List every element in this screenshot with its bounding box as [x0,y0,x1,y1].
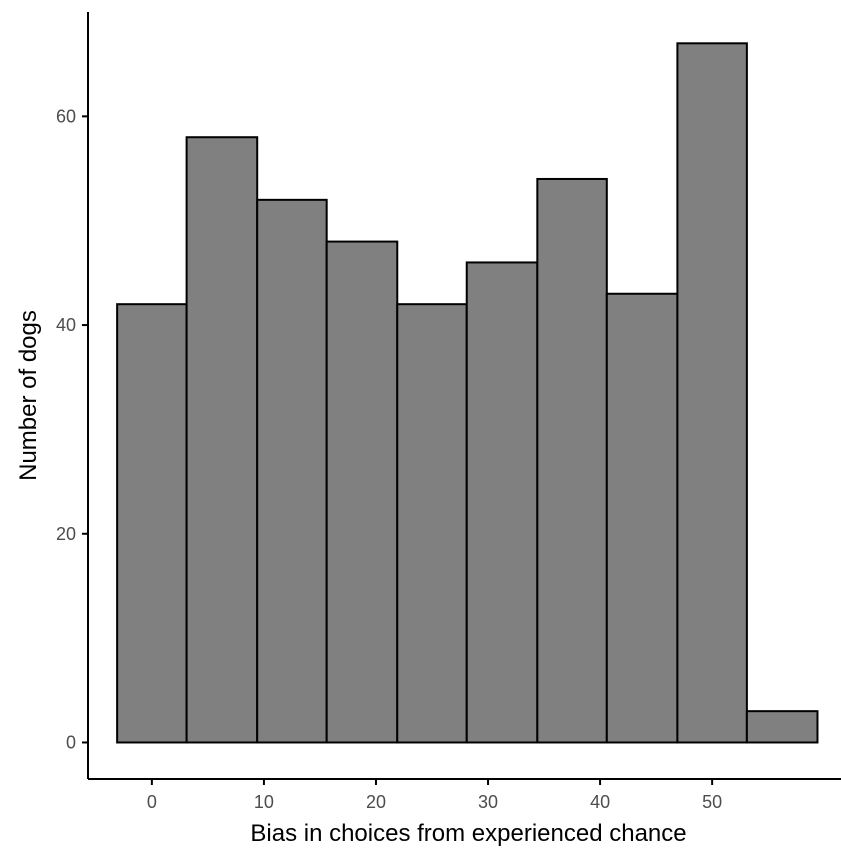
histogram-bar-6 [536,177,608,744]
histogram-bar-7 [605,292,679,744]
histogram-bar-0 [116,303,188,744]
y-ticks-group: 0 20 40 60 [56,106,88,752]
x-ticks-group: 0 10 20 30 40 50 [147,779,722,812]
histogram-bar-9 [745,710,819,744]
x-tick-label-50: 50 [702,792,722,812]
x-axis-title: Bias in choices from experienced chance [250,820,686,847]
y-axis-title: Number of dogs [15,310,42,481]
histogram-bar-8 [676,42,748,744]
histogram-bar-2 [256,198,328,744]
y-tick-label-0: 0 [66,732,76,752]
x-tick-label-20: 20 [366,792,386,812]
y-tick-label-20: 20 [56,524,76,544]
x-tick-label-40: 40 [590,792,610,812]
bars-group [116,42,819,744]
y-tick-label-40: 40 [56,315,76,335]
y-tick-label-60: 60 [56,106,76,126]
x-tick-label-0: 0 [147,792,157,812]
histogram-bar-1 [185,136,259,744]
histogram-bar-4 [396,303,468,744]
x-tick-label-10: 10 [254,792,274,812]
histogram-bar-5 [465,261,539,744]
x-tick-label-30: 30 [478,792,498,812]
histogram-bar-3 [325,240,399,744]
